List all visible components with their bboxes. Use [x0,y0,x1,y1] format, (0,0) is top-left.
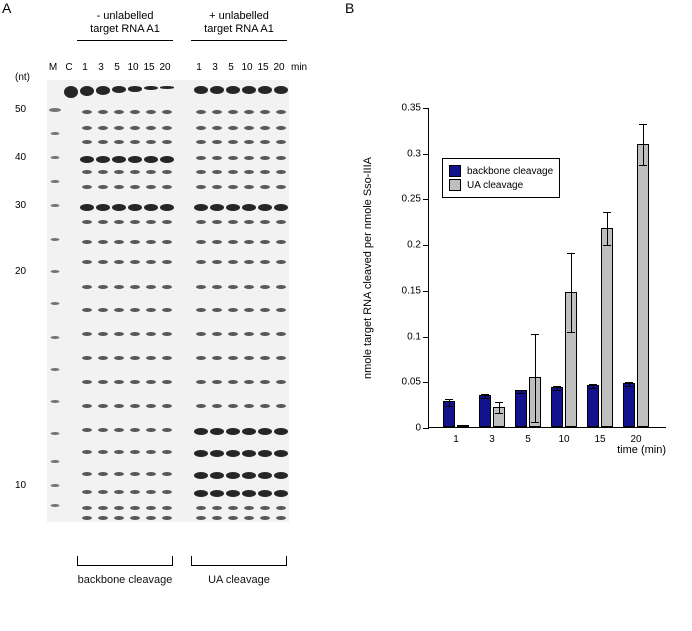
xtick-5: 5 [515,434,541,445]
nt-mark-40: 40 [15,152,26,163]
lane-c: C [61,62,77,73]
header-line-minus [77,40,173,41]
nt-mark-50: 50 [15,104,26,115]
gel-panel: - unlabelled target RNA A1 + unlabelled … [15,0,335,590]
legend-label: UA cleavage [467,180,523,191]
chart-plot-area: 00.050.10.150.20.250.30.35135101520 [428,108,666,428]
label-backbone: backbone cleavage [61,574,189,586]
xtick-10: 10 [551,434,577,445]
nt-mark-20: 20 [15,266,26,277]
bar-UA-cleavage-20 [637,144,649,427]
bar-backbone-cleavage-5 [515,390,527,427]
lane-plus-10: 10 [239,62,255,73]
panel-a-label: A [2,0,11,16]
lane-plus-20: 20 [271,62,287,73]
bar-backbone-cleavage-15 [587,385,599,427]
header-line-plus [191,40,287,41]
ytick-0.05: 0.05 [385,377,421,388]
lane-labels-row: M C 135101520 135101520 min [45,62,315,73]
time-lanes-plus: 135101520 [191,62,287,73]
label-ua: UA cleavage [191,574,287,586]
legend-item-UA-cleavage: UA cleavage [449,179,553,191]
lane-plus-1: 1 [191,62,207,73]
xtick-1: 1 [443,434,469,445]
panel-b-label: B [345,0,354,16]
legend-swatch [449,179,461,191]
ytick-0.3: 0.3 [385,148,421,159]
group-header-plus: + unlabelled target RNA A1 [191,10,287,36]
time-lanes-minus: 135101520 [77,62,173,73]
x-axis-label: time (min) [617,444,666,456]
bracket-backbone [77,556,173,566]
bar-backbone-cleavage-20 [623,383,635,427]
ytick-0.2: 0.2 [385,240,421,251]
legend-swatch [449,165,461,177]
bracket-ua [191,556,287,566]
xtick-3: 3 [479,434,505,445]
lane-m: M [45,62,61,73]
nt-header: (nt) [15,72,30,83]
lane-minus-20: 20 [157,62,173,73]
ytick-0.15: 0.15 [385,285,421,296]
group-header-minus: - unlabelled target RNA A1 [77,10,173,36]
nt-mark-30: 30 [15,200,26,211]
bar-backbone-cleavage-3 [479,395,491,427]
gel-image [47,80,289,522]
bar-backbone-cleavage-10 [551,387,563,427]
ytick-0.25: 0.25 [385,194,421,205]
lane-minus-10: 10 [125,62,141,73]
lane-plus-3: 3 [207,62,223,73]
lane-minus-1: 1 [77,62,93,73]
y-axis-label: nmole target RNA cleaved per nmole Sso-I… [362,157,374,379]
chart-panel: nmole target RNA cleaved per nmole Sso-I… [370,98,678,518]
lane-plus-15: 15 [255,62,271,73]
bar-UA-cleavage-1 [457,425,469,427]
legend-box: backbone cleavage UA cleavage [442,158,560,198]
lane-plus-5: 5 [223,62,239,73]
ytick-0.35: 0.35 [385,103,421,114]
lane-minus-5: 5 [109,62,125,73]
legend-label: backbone cleavage [467,166,553,177]
bar-UA-cleavage-15 [601,228,613,427]
legend-item-backbone-cleavage: backbone cleavage [449,165,553,177]
lane-minus-3: 3 [93,62,109,73]
ytick-0.1: 0.1 [385,331,421,342]
nt-mark-10: 10 [15,480,26,491]
xtick-15: 15 [587,434,613,445]
lane-minus-15: 15 [141,62,157,73]
min-label: min [291,62,315,73]
ytick-0: 0 [385,423,421,434]
